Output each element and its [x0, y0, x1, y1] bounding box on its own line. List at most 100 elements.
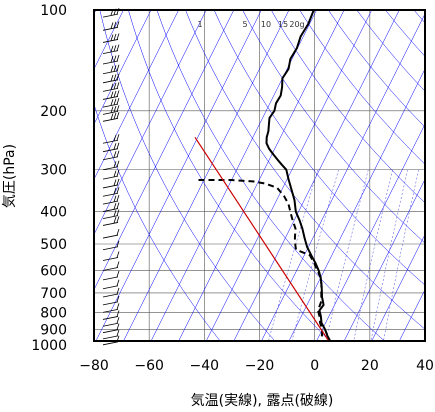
- wind-barb: [102, 209, 120, 220]
- x-axis-title: 気温(実線), 露点(破線): [191, 393, 334, 409]
- wind-barb-staff: [102, 293, 119, 298]
- wind-barb: [102, 303, 120, 313]
- wind-barb-flag: [110, 99, 114, 106]
- wind-barb-staff: [102, 110, 119, 115]
- x-tick-label: 40: [416, 358, 434, 374]
- wind-barb-flag: [110, 34, 114, 41]
- wind-barb-staff: [102, 335, 119, 340]
- wind-barb-flag: [116, 90, 120, 97]
- plot-frame: [93, 9, 426, 342]
- y-axis-title: 気圧(hPa): [2, 144, 18, 208]
- wind-barb-flag: [116, 160, 120, 167]
- dry-adiabat-lines: [94, 10, 425, 341]
- mixing-ratio-lines: [268, 169, 419, 341]
- sounding-series: [194, 10, 332, 341]
- dry-adiabat-line: [94, 103, 221, 341]
- dry-adiabat-line: [356, 10, 425, 92]
- y-tick-label: 600: [40, 264, 67, 280]
- wind-barb: [102, 178, 120, 189]
- wind-barb-flag: [113, 216, 117, 224]
- x-tick-label: 20: [361, 358, 379, 374]
- wind-barb-staff: [102, 70, 119, 75]
- y-tick-label: 800: [40, 305, 67, 321]
- wind-barb-staff: [102, 222, 119, 226]
- wind-barb-staff: [102, 329, 119, 334]
- wind-barb: [102, 82, 120, 92]
- wind-barb: [102, 142, 120, 153]
- mixing-ratio-line: [268, 169, 319, 341]
- wind-barb-flag: [110, 56, 114, 63]
- x-tick-label: −60: [134, 358, 164, 374]
- wind-barb-flag: [116, 112, 120, 119]
- wind-barb: [102, 228, 120, 239]
- wind-barb: [102, 169, 120, 180]
- wind-barb: [102, 323, 120, 334]
- wind-barb-staff: [102, 139, 119, 144]
- wind-barb: [102, 261, 120, 271]
- wind-barb: [102, 54, 120, 65]
- mixing-ratio-label: 1: [197, 20, 202, 29]
- wind-barb-flag: [116, 323, 120, 330]
- isotherm-line: [94, 10, 207, 236]
- wind-barb: [102, 105, 120, 115]
- isotherm-line: [343, 178, 425, 341]
- mixing-ratio-label: 10: [261, 20, 271, 29]
- wind-barb-flag: [116, 54, 120, 62]
- isotherm-line: [371, 233, 425, 341]
- wind-barb: [102, 187, 120, 197]
- mixing-ratio-labels: 1 5 10 15 20g: [197, 20, 304, 29]
- x-tick-label: −20: [245, 358, 275, 374]
- wind-barb-staff: [102, 257, 119, 261]
- dry-adiabat-line: [128, 10, 331, 341]
- wind-barb-staff: [102, 184, 119, 189]
- wind-barb-staff: [102, 208, 119, 212]
- wind-barb: [102, 97, 120, 108]
- wind-barb-flag: [113, 195, 117, 202]
- mixing-ratio-line: [383, 169, 419, 341]
- wind-barb-staff: [102, 234, 119, 239]
- wind-barb-flag: [110, 106, 114, 113]
- wind-barb-staff: [102, 13, 119, 18]
- wind-barb-flag: [116, 105, 120, 112]
- wind-barb-flag: [116, 169, 120, 177]
- isotherm-line: [399, 289, 425, 341]
- wind-barb-staff: [102, 96, 119, 100]
- wind-barb-staff: [102, 341, 119, 346]
- mixing-ratio-label: 15: [278, 20, 288, 29]
- wind-barb-flag: [113, 112, 117, 120]
- y-tick-label: 400: [40, 205, 67, 221]
- wind-barb-flag: [110, 45, 114, 52]
- wind-barb-flag: [113, 65, 117, 72]
- wind-barb-staff: [102, 175, 119, 180]
- wind-barb: [102, 90, 120, 100]
- wind-barb-staff: [102, 50, 119, 55]
- wind-barb-flag: [116, 194, 120, 202]
- wind-barb-staff: [102, 117, 119, 122]
- wind-barb-flag: [116, 317, 120, 324]
- wind-barb-flag: [113, 134, 117, 141]
- wind-barb-flag: [116, 150, 120, 157]
- wind-barb-flag: [113, 151, 117, 158]
- dry-adiabat-line: [213, 10, 425, 286]
- wind-barb-flag: [116, 228, 120, 236]
- dry-adiabat-line: [328, 10, 425, 128]
- wind-barb-staff: [102, 192, 119, 197]
- wind-barb-flag: [116, 329, 120, 336]
- wind-barb-flag: [113, 21, 117, 29]
- wind-barb-flag: [116, 44, 120, 51]
- wind-barb-flag: [113, 90, 117, 98]
- wind-barb-flag: [116, 279, 120, 286]
- y-tick-label: 500: [40, 237, 67, 253]
- wind-barb-staff: [102, 87, 119, 92]
- wind-barb-flag: [116, 187, 120, 194]
- dry-adiabat-line: [185, 10, 425, 330]
- wind-barb-flag: [116, 310, 120, 317]
- wind-barb: [102, 329, 120, 340]
- wind-barb-flag: [116, 209, 120, 216]
- x-tick-label: −80: [79, 358, 109, 374]
- wind-barb-staff: [102, 79, 119, 84]
- wind-barb-staff: [102, 200, 119, 205]
- wind-barb: [102, 134, 120, 144]
